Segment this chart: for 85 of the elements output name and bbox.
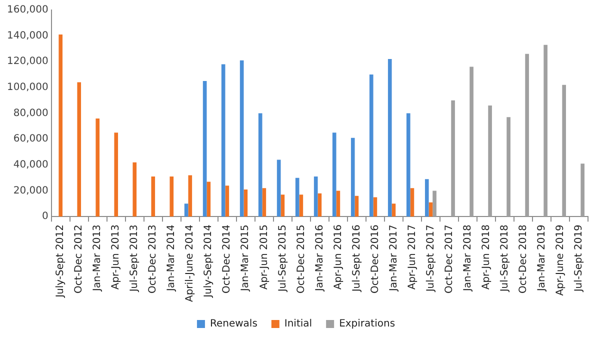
legend-label: Initial bbox=[284, 318, 312, 330]
bar bbox=[244, 189, 248, 217]
bar bbox=[225, 186, 230, 217]
bar bbox=[184, 204, 188, 217]
y-tick-label: 160,000 bbox=[6, 4, 48, 16]
bar bbox=[428, 202, 433, 217]
bar bbox=[506, 117, 510, 217]
y-tick-label: 20,000 bbox=[13, 185, 48, 196]
legend-label: Expirations bbox=[339, 318, 396, 330]
bar bbox=[240, 60, 244, 217]
x-tick-label: Apr-Jun 2013 bbox=[110, 224, 122, 290]
x-tick-label: Jan-Mar 2016 bbox=[314, 224, 326, 292]
bar bbox=[96, 118, 100, 217]
bar bbox=[406, 113, 410, 217]
legend-label: Renewals bbox=[210, 318, 258, 330]
bar bbox=[202, 81, 207, 217]
y-tick-label: 60,000 bbox=[13, 134, 48, 145]
x-tick-label: Jul-Sept 2017 bbox=[425, 224, 436, 293]
bar bbox=[488, 106, 492, 217]
y-tick-label: 140,000 bbox=[6, 30, 48, 42]
x-tick-label: Oct-Dec 2017 bbox=[444, 224, 455, 294]
x-tick-label: Jul-Sept 2018 bbox=[499, 224, 510, 293]
bar bbox=[299, 194, 304, 217]
bar bbox=[392, 204, 396, 217]
bar bbox=[151, 176, 156, 217]
x-tick-label: Jan-Mar 2018 bbox=[462, 224, 474, 292]
bar bbox=[295, 178, 300, 217]
bar bbox=[369, 74, 374, 217]
x-tick-label: Oct-Dec 2016 bbox=[370, 224, 381, 294]
bar bbox=[314, 176, 318, 217]
bar bbox=[544, 44, 548, 217]
x-tick-label: Apr-Jun 2018 bbox=[480, 224, 492, 290]
x-tick-label: Jul-Sept 2019 bbox=[573, 224, 584, 293]
x-tick-label: Oct-Dec 2013 bbox=[148, 224, 159, 294]
bar bbox=[58, 34, 63, 217]
bar bbox=[114, 132, 118, 217]
y-tick-label: 0 bbox=[42, 211, 48, 222]
bar bbox=[132, 162, 137, 217]
x-tick-label: April-June 2014 bbox=[184, 224, 196, 302]
bar bbox=[388, 59, 392, 217]
y-tick-label: 40,000 bbox=[13, 160, 48, 171]
x-tick-label: Jan-Mar 2013 bbox=[92, 224, 104, 292]
x-tick-label: Jul-Sept 2015 bbox=[277, 224, 288, 293]
x-tick-label: Jan-Mar 2014 bbox=[166, 224, 178, 292]
bar bbox=[451, 100, 455, 217]
bar bbox=[525, 54, 529, 217]
bar bbox=[424, 179, 429, 217]
x-tick-label: Jan-Mar 2017 bbox=[388, 224, 400, 292]
x-tick-label: Apr-Jun 2016 bbox=[332, 224, 344, 290]
x-tick-label: July-Sept 2012 bbox=[55, 224, 66, 298]
bar bbox=[332, 132, 336, 217]
bar bbox=[262, 188, 266, 217]
x-tick-label: Oct-Dec 2018 bbox=[518, 224, 529, 294]
bar bbox=[350, 138, 355, 217]
x-tick-label: Oct-Dec 2014 bbox=[222, 224, 233, 294]
y-tick-label: 100,000 bbox=[6, 82, 48, 94]
x-tick-label: Oct-Dec 2012 bbox=[74, 224, 85, 294]
bar bbox=[373, 197, 378, 217]
bar bbox=[432, 190, 436, 217]
bar bbox=[562, 84, 566, 217]
x-tick-label: Jan-Mar 2015 bbox=[240, 224, 252, 292]
x-tick-label: Jul-Sept 2013 bbox=[129, 224, 140, 293]
bar bbox=[280, 194, 285, 217]
bar bbox=[580, 164, 584, 217]
bar bbox=[318, 193, 322, 217]
y-tick-label: 120,000 bbox=[6, 56, 48, 68]
bar bbox=[470, 66, 474, 217]
bar bbox=[77, 82, 82, 217]
x-tick-label: Apr-Jun 2017 bbox=[406, 224, 418, 290]
bar bbox=[188, 175, 192, 217]
bar bbox=[170, 176, 174, 217]
x-tick-label: Jan-Mar 2019 bbox=[536, 224, 548, 292]
bar bbox=[258, 113, 262, 217]
bar bbox=[221, 64, 226, 217]
bar bbox=[276, 160, 281, 217]
bar bbox=[410, 188, 414, 217]
x-tick-label: Apr-Jun 2015 bbox=[258, 224, 270, 290]
x-tick-label: Jul-Sept 2016 bbox=[351, 224, 362, 293]
bar bbox=[206, 182, 211, 217]
x-tick-label: Apr-June 2019 bbox=[554, 224, 566, 296]
x-tick-label: Oct-Dec 2015 bbox=[296, 224, 307, 294]
x-tick-label: July-Sept 2014 bbox=[203, 224, 214, 298]
bar bbox=[336, 190, 340, 217]
bar bbox=[354, 196, 359, 217]
y-tick-label: 80,000 bbox=[13, 108, 48, 119]
